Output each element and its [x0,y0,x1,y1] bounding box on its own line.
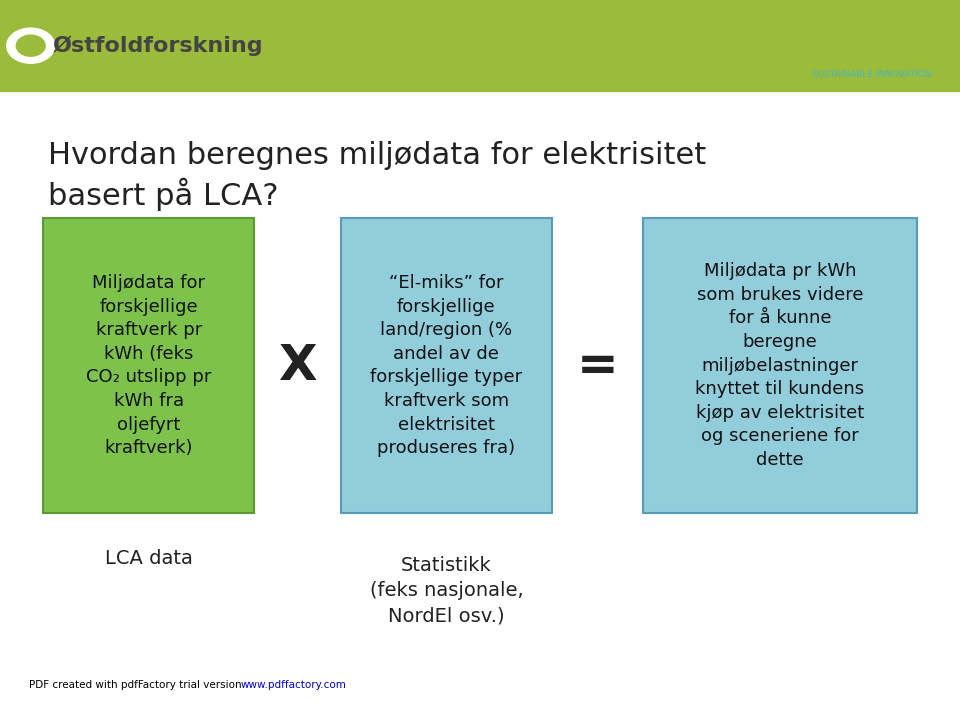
Text: SUSTAINABLE INNOVATION: SUSTAINABLE INNOVATION [812,70,931,79]
Text: Østfoldforskning: Østfoldforskning [53,35,263,56]
Text: Statistikk
(feks nasjonale,
NordEl osv.): Statistikk (feks nasjonale, NordEl osv.) [370,556,523,625]
Text: Hvordan beregnes miljødata for elektrisitet
basert på LCA?: Hvordan beregnes miljødata for elektrisi… [48,141,707,211]
Text: Miljødata pr kWh
som brukes videre
for å kunne
beregne
miljøbelastninger
knyttet: Miljødata pr kWh som brukes videre for å… [695,262,865,469]
Text: =: = [577,342,618,389]
Text: Miljødata for
forskjellige
kraftverk pr
kWh (feks
CO₂ utslipp pr
kWh fra
oljefyr: Miljødata for forskjellige kraftverk pr … [86,274,211,457]
Text: LCA data: LCA data [105,549,193,569]
FancyBboxPatch shape [643,218,917,513]
Text: X: X [278,342,317,389]
Text: PDF created with pdfFactory trial version: PDF created with pdfFactory trial versio… [29,681,245,690]
Circle shape [16,35,45,56]
Text: www.pdffactory.com: www.pdffactory.com [240,681,347,690]
Bar [0,0,960,91]
FancyBboxPatch shape [341,218,552,513]
Text: “El-miks” for
forskjellige
land/region (%
andel av de
forskjellige typer
kraftve: “El-miks” for forskjellige land/region (… [371,274,522,457]
FancyBboxPatch shape [43,218,254,513]
Circle shape [7,28,55,63]
